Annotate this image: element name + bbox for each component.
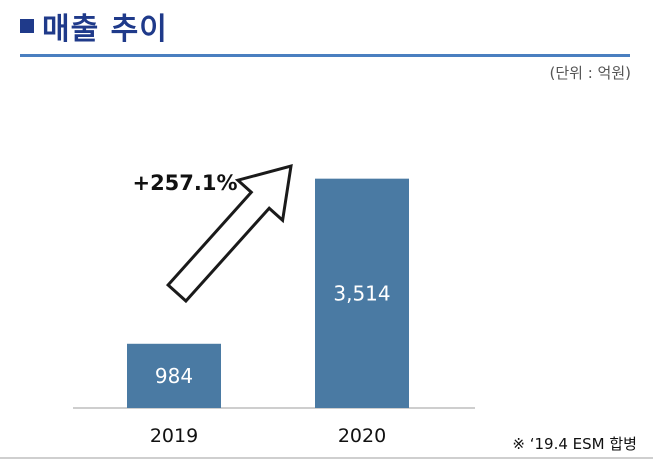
unit-label: (단위 : 억원)	[549, 64, 632, 82]
bottom-divider	[0, 457, 653, 459]
bar-2019	[127, 343, 221, 408]
bar-2020	[315, 178, 409, 408]
growth-rate-label: +257.1%	[132, 171, 237, 195]
footnote: ※ ‘19.4 ESM 합병	[512, 435, 637, 453]
page-title-wrap: 매출 추이	[20, 6, 168, 47]
growth-arrow-icon	[165, 163, 293, 304]
data-label-2019: 984	[155, 364, 193, 388]
page-title: 매출 추이	[42, 12, 168, 47]
title-divider	[20, 54, 630, 57]
x-tick-label-2020: 2020	[338, 425, 386, 447]
data-label-2020: 3,514	[333, 281, 390, 305]
x-tick-label-2019: 2019	[150, 425, 198, 447]
title-bullet-square	[20, 19, 34, 33]
